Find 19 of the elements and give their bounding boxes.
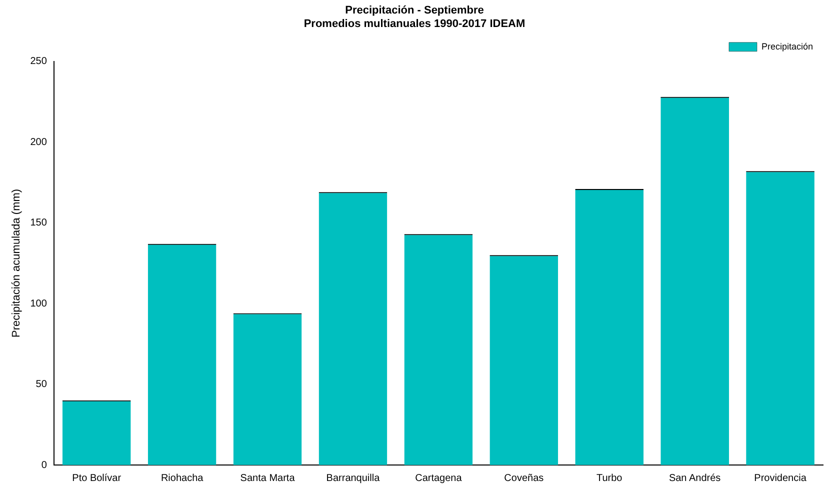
x-tick-label: Cartagena — [415, 472, 462, 484]
y-tick-label: 0 — [41, 460, 48, 471]
y-tick-label: 150 — [30, 218, 48, 229]
x-tick-label: Turbo — [596, 472, 623, 484]
chart-subtitle: Promedios multianuales 1990-2017 IDEAM — [304, 18, 526, 30]
x-tick-label: San Andrés — [668, 472, 721, 484]
y-tick-label: 200 — [30, 136, 48, 148]
chart-title: Precipitación - Septiembre — [345, 4, 484, 17]
y-axis-title: Precipitación acumulada (mm) — [10, 188, 23, 338]
x-tick-label: Coveñas — [504, 472, 544, 484]
y-tick-label: 250 — [30, 56, 48, 68]
y-tick-label: 100 — [30, 298, 48, 310]
x-tick-label: Providencia — [754, 472, 807, 484]
legend-label: Precipitación — [761, 41, 814, 52]
x-tick-label: Riohacha — [160, 472, 204, 484]
y-tick-label: 50 — [36, 379, 48, 390]
x-tick-label: Pto Bolívar — [72, 472, 122, 484]
x-tick-label: Barranquilla — [326, 472, 380, 484]
x-tick-label: Santa Marta — [240, 472, 296, 484]
